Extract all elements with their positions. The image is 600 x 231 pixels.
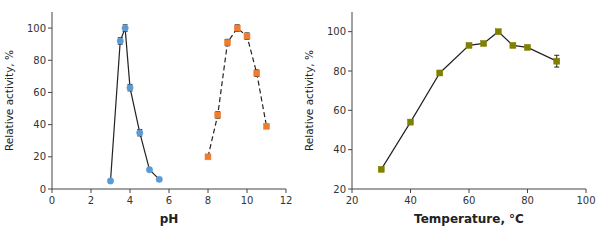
x-tick bbox=[527, 189, 528, 193]
marker bbox=[525, 44, 531, 50]
error-bar bbox=[245, 33, 250, 39]
error-bar bbox=[128, 84, 133, 90]
marker bbox=[495, 29, 501, 35]
marker bbox=[264, 123, 270, 129]
x-tick-label: 100 bbox=[576, 195, 595, 206]
plot-area bbox=[107, 25, 269, 184]
y-tick bbox=[48, 60, 52, 61]
x-tick-label: 10 bbox=[241, 195, 254, 206]
y-axis-line bbox=[52, 12, 53, 189]
x-tick bbox=[286, 189, 287, 193]
y-tick bbox=[48, 92, 52, 93]
y-tick-label: 40 bbox=[333, 144, 346, 155]
y-tick-label: 100 bbox=[27, 23, 46, 34]
x-tick bbox=[469, 189, 470, 193]
marker bbox=[117, 38, 123, 44]
marker bbox=[244, 33, 250, 39]
y-tick-label: 0 bbox=[40, 184, 46, 195]
x-tick-label: 80 bbox=[521, 195, 534, 206]
y-tick bbox=[48, 189, 52, 190]
error-bar bbox=[215, 112, 220, 118]
error-bar bbox=[235, 25, 240, 31]
y-tick bbox=[48, 28, 52, 29]
y-tick-label: 80 bbox=[33, 55, 46, 66]
error-bar bbox=[137, 129, 142, 135]
y-axis-label: Relative activity, % bbox=[3, 50, 15, 151]
error-bar bbox=[225, 39, 230, 45]
x-tick bbox=[410, 189, 411, 193]
x-tick bbox=[247, 189, 248, 193]
y-tick-label: 100 bbox=[327, 26, 346, 37]
y-tick-label: 60 bbox=[333, 105, 346, 116]
x-tick bbox=[586, 189, 587, 193]
x-tick-label: 8 bbox=[205, 195, 211, 206]
x-tick bbox=[52, 189, 53, 193]
series-line bbox=[208, 28, 267, 157]
x-tick bbox=[352, 189, 353, 193]
x-tick-label: 2 bbox=[88, 195, 94, 206]
x-tick bbox=[169, 189, 170, 193]
y-axis-line bbox=[352, 12, 353, 189]
marker bbox=[408, 119, 414, 125]
x-tick-label: 4 bbox=[127, 195, 133, 206]
y-tick-label: 20 bbox=[33, 151, 46, 162]
marker bbox=[146, 166, 152, 172]
y-tick bbox=[48, 124, 52, 125]
marker bbox=[127, 84, 133, 90]
x-tick bbox=[91, 189, 92, 193]
y-tick-label: 20 bbox=[333, 184, 346, 195]
x-tick bbox=[130, 189, 131, 193]
y-axis-label: Relative activity, % bbox=[303, 50, 315, 151]
panel: 0 2 4 6 8 10 12 0 20 40 60 80 100 pH Relative activity… bbox=[3, 12, 292, 226]
marker bbox=[437, 70, 443, 76]
y-tick bbox=[48, 156, 52, 157]
x-axis-label: pH bbox=[160, 212, 179, 226]
x-tick-label: 12 bbox=[280, 195, 293, 206]
error-bar bbox=[123, 25, 128, 31]
y-tick bbox=[348, 189, 352, 190]
series-line bbox=[381, 32, 557, 170]
marker bbox=[137, 129, 143, 135]
marker bbox=[510, 42, 516, 48]
marker bbox=[122, 25, 128, 31]
x-tick-label: 20 bbox=[346, 195, 359, 206]
marker bbox=[466, 42, 472, 48]
panel: 20 40 60 80 100 20 40 60 80 100 Temperature, °C Rel… bbox=[303, 12, 596, 226]
marker bbox=[378, 166, 384, 172]
y-tick-label: 60 bbox=[33, 87, 46, 98]
marker bbox=[225, 40, 231, 46]
marker bbox=[554, 58, 560, 64]
plot-area bbox=[378, 29, 560, 173]
marker bbox=[215, 112, 221, 118]
x-tick-label: 6 bbox=[166, 195, 172, 206]
x-tick bbox=[208, 189, 209, 193]
y-tick-label: 80 bbox=[333, 66, 346, 77]
marker bbox=[481, 40, 487, 46]
error-bar bbox=[254, 70, 259, 76]
marker bbox=[254, 70, 260, 76]
x-axis-label: Temperature, °C bbox=[414, 212, 524, 226]
marker bbox=[234, 25, 240, 31]
x-tick-label: 60 bbox=[463, 195, 476, 206]
marker bbox=[107, 178, 113, 184]
y-tick-label: 40 bbox=[33, 119, 46, 130]
marker bbox=[205, 154, 211, 160]
y-tick bbox=[348, 149, 352, 150]
marker bbox=[156, 176, 162, 182]
error-bar bbox=[554, 55, 559, 67]
x-tick-label: 0 bbox=[49, 195, 55, 206]
y-tick bbox=[348, 110, 352, 111]
series-line bbox=[111, 28, 160, 181]
y-tick bbox=[348, 31, 352, 32]
error-bar bbox=[118, 38, 123, 44]
chart-canvas: 0 2 4 6 8 10 12 0 20 40 60 80 100 pH Relative activity… bbox=[0, 0, 600, 231]
x-tick-label: 40 bbox=[404, 195, 417, 206]
y-tick bbox=[348, 71, 352, 72]
